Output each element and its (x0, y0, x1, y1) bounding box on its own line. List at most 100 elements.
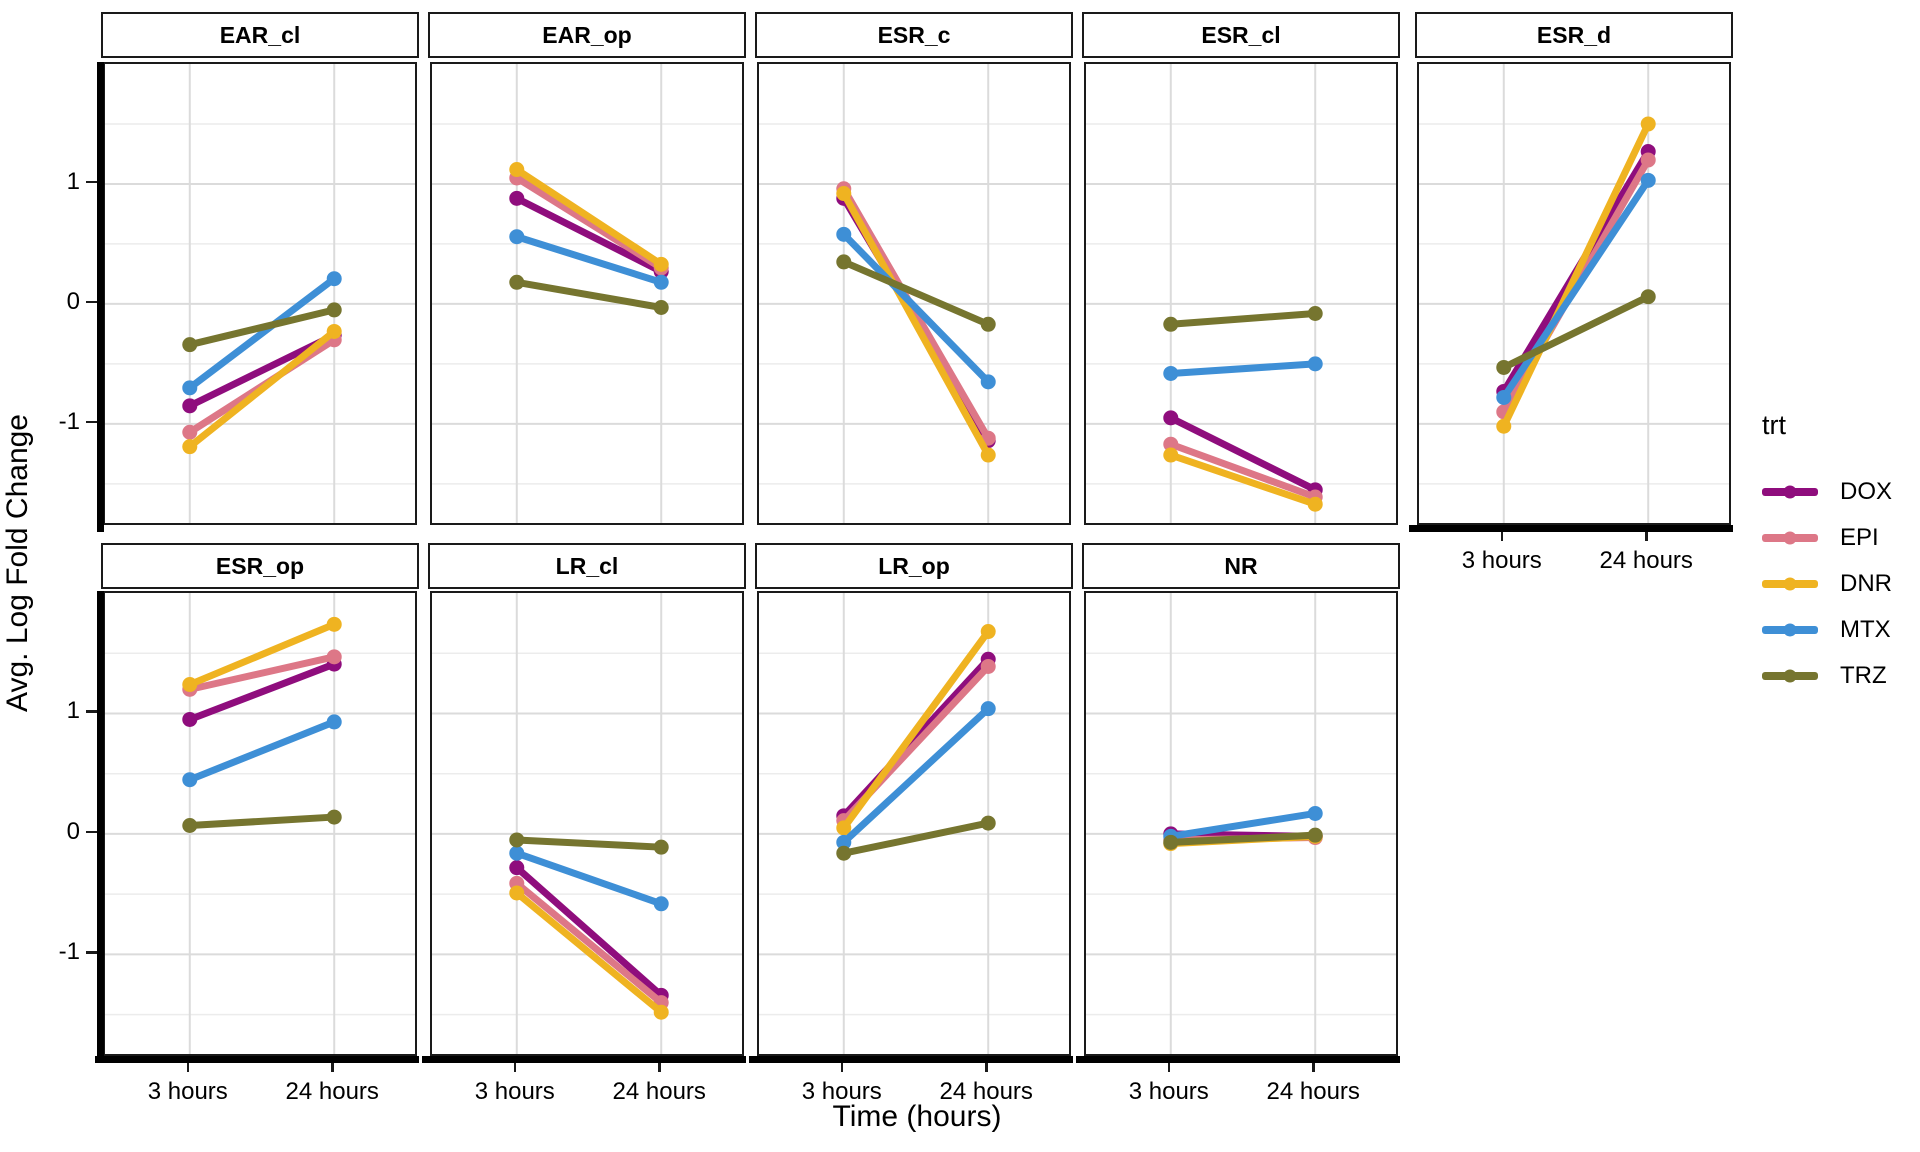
legend-item-TRZ: TRZ (1762, 653, 1892, 699)
x-tick (658, 1063, 661, 1072)
x-axis-line (1076, 1056, 1400, 1063)
facet-title: LR_op (878, 552, 950, 579)
series-MTX (1163, 356, 1323, 381)
y-axis-line (97, 591, 104, 1063)
x-tick-label: 24 hours (612, 1078, 706, 1105)
series-DNR (182, 616, 342, 693)
y-tick (86, 180, 97, 184)
legend-item-DOX: DOX (1762, 469, 1892, 515)
x-tick (840, 1063, 844, 1072)
series-MTX (182, 714, 342, 788)
y-tick-label: 1 (66, 697, 80, 725)
legend-item-DNR: DNR (1762, 561, 1892, 607)
legend: trt DOX EPI DNR MTX TRZ (1762, 410, 1892, 699)
facet-panel-LR_cl (430, 591, 744, 1056)
facet-strip-ESR_op: ESR_op (101, 543, 419, 589)
facet-title: ESR_cl (1201, 21, 1281, 48)
facet-strip-NR: NR (1082, 543, 1400, 589)
facet-strip-LR_op: LR_op (755, 543, 1073, 589)
y-tick (86, 951, 97, 954)
series-MTX (836, 701, 996, 850)
legend-items: DOX EPI DNR MTX TRZ (1762, 469, 1892, 699)
y-axis-line (97, 62, 104, 532)
legend-label: TRZ (1840, 662, 1887, 689)
x-tick (985, 1063, 988, 1072)
x-axis-title: Time (hours) (832, 1100, 1002, 1133)
facet-title: ESR_op (215, 552, 305, 579)
y-tick (86, 830, 97, 834)
series-TRZ (836, 254, 996, 332)
facet-title: ESR_c (877, 21, 951, 48)
facet-strip-ESR_c: ESR_c (755, 12, 1073, 58)
x-tick (331, 1063, 334, 1072)
series-DNR (1163, 447, 1323, 512)
x-tick (1312, 1063, 1315, 1072)
facet-strip-EAR_cl: EAR_cl (101, 12, 419, 58)
series-MTX (182, 271, 342, 396)
facet-panel-EAR_cl (103, 62, 417, 525)
facet-title: ESR_d (1536, 21, 1612, 48)
legend-point (1783, 669, 1797, 683)
facet-title: EAR_op (542, 21, 632, 48)
x-tick-label: 3 hours (147, 1078, 228, 1105)
facet-strip-LR_cl: LR_cl (428, 543, 746, 589)
series-MTX (1496, 172, 1656, 405)
series-TRZ (509, 832, 669, 855)
series-TRZ (1496, 289, 1656, 375)
y-tick (86, 300, 97, 304)
series-DNR (1496, 116, 1656, 434)
legend-title: trt (1762, 410, 1786, 440)
x-axis-line (95, 1056, 419, 1063)
facet-title: NR (1224, 552, 1258, 579)
legend-point (1783, 531, 1797, 545)
x-tick (1167, 1063, 1171, 1072)
series-MTX (509, 845, 669, 912)
facet-panel-ESR_d (1417, 62, 1731, 525)
facet-panel-LR_op (757, 591, 1071, 1056)
series-TRZ (182, 302, 342, 353)
series-TRZ (1163, 827, 1323, 850)
x-tick-label: 24 hours (1599, 547, 1693, 574)
legend-point (1783, 485, 1797, 499)
series-DNR (836, 624, 996, 836)
legend-label: EPI (1840, 524, 1879, 551)
x-tick-label: 3 hours (1461, 547, 1542, 574)
facet-panel-ESR_cl (1084, 62, 1398, 525)
series-EPI (1163, 436, 1323, 505)
x-axis-line (422, 1056, 746, 1063)
facet-panel-ESR_c (757, 62, 1071, 525)
series-DNR (509, 162, 669, 272)
legend-label: MTX (1840, 616, 1891, 643)
legend-item-MTX: MTX (1762, 607, 1892, 653)
x-tick (513, 1063, 517, 1072)
x-tick-label: 24 hours (939, 1078, 1033, 1105)
y-axis-title: Avg. Log Fold Change (1, 414, 34, 712)
x-tick-label: 24 hours (1266, 1078, 1360, 1105)
series-DOX (182, 656, 342, 727)
series-TRZ (836, 815, 996, 861)
legend-swatch-MTX (1762, 623, 1818, 637)
series-MTX (836, 226, 996, 390)
facet-strip-ESR_d: ESR_d (1415, 12, 1733, 58)
legend-item-EPI: EPI (1762, 515, 1892, 561)
facet-strip-EAR_op: EAR_op (428, 12, 746, 58)
x-axis-line (1409, 525, 1733, 532)
legend-swatch-DNR (1762, 577, 1818, 591)
x-axis-line (749, 1056, 1073, 1063)
facet-panel-ESR_op (103, 591, 417, 1056)
series-MTX (509, 229, 669, 290)
y-tick (86, 420, 97, 424)
x-tick-label: 3 hours (1128, 1078, 1209, 1105)
series-TRZ (509, 274, 669, 315)
x-tick (1645, 532, 1648, 541)
y-tick-label: 1 (66, 167, 80, 195)
x-tick-label: 3 hours (474, 1078, 555, 1105)
y-tick (86, 710, 97, 713)
series-DOX (836, 651, 996, 824)
legend-label: DNR (1840, 570, 1892, 597)
x-tick-label: 24 hours (285, 1078, 379, 1105)
facet-strip-ESR_cl: ESR_cl (1082, 12, 1400, 58)
series-TRZ (1163, 305, 1323, 332)
x-tick-label: 3 hours (801, 1078, 882, 1105)
